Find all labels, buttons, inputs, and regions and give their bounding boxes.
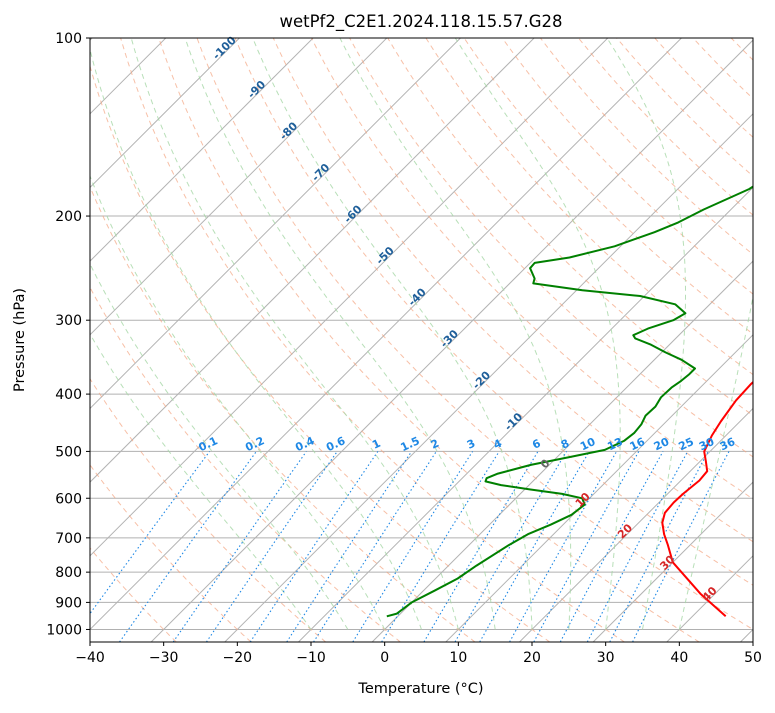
chart-title: wetPf2_C2E1.2024.118.15.57.G28	[279, 12, 562, 32]
moist-adiabat-line	[454, 38, 621, 630]
isotherm-line	[150, 39, 753, 642]
temperature-line	[661, 380, 753, 618]
series-group	[386, 185, 753, 618]
y-tick-label: 200	[55, 209, 82, 225]
x-tick-label: −30	[149, 650, 179, 666]
y-tick-label: 1000	[46, 622, 82, 638]
x-tick-label: 30	[597, 650, 615, 666]
mixing-ratio-label: 13	[605, 435, 624, 453]
mixing-ratio-line	[533, 451, 640, 642]
isotherm-line	[298, 186, 753, 642]
x-tick-label: −20	[223, 650, 253, 666]
moist-adiabat-line	[184, 38, 496, 630]
moist-adiabat-line	[90, 174, 386, 630]
isotherm-line	[371, 260, 753, 642]
y-tick-label: 400	[55, 387, 82, 403]
moist-adiabat-line	[252, 38, 533, 630]
x-tick-label: 50	[744, 650, 762, 666]
dry-adiabat-line	[272, 38, 753, 543]
dry-adiabat-line	[501, 38, 753, 295]
plot-frame	[89, 37, 754, 643]
isotherm-line	[90, 38, 535, 483]
y-tick-label: 100	[55, 31, 82, 47]
mixing-ratio-line	[172, 451, 307, 642]
dewpoint-line	[386, 185, 753, 618]
y-tick-label: 300	[55, 313, 82, 329]
moist-adiabat-line	[90, 47, 422, 630]
isotherm-line	[519, 407, 753, 642]
dry-adiabat-line	[90, 377, 327, 642]
mixing-ratio-line	[559, 451, 664, 642]
mixing-ratio-label: 10	[578, 435, 598, 453]
isotherm-line	[90, 38, 462, 410]
mixing-ratio-line	[119, 451, 257, 642]
isotherm-line	[592, 481, 753, 642]
y-tick-label: 800	[55, 565, 82, 581]
y-axis-title: Pressure (hPa)	[12, 288, 28, 392]
isotherm-line	[90, 38, 241, 189]
x-tick-label: 40	[670, 650, 688, 666]
mixing-ratio-label: 36	[718, 435, 738, 453]
dry-adiabat-line	[90, 286, 401, 642]
x-axis-ticks: −40 −30 −20 −10 0 10 20 30 40 50	[75, 642, 762, 666]
mixing-ratio-line	[286, 451, 413, 642]
moist-adiabat-line	[90, 262, 349, 630]
dry-adiabat-line	[90, 185, 476, 642]
mixing-ratio-label: 25	[677, 435, 696, 453]
mixing-ratio-line	[381, 451, 500, 642]
mixing-ratio-label: 20	[652, 435, 672, 453]
mixing-ratio-line	[90, 451, 211, 615]
x-tick-label: 0	[380, 650, 389, 666]
dry-adiabat-line	[425, 38, 753, 376]
x-tick-label: 20	[523, 650, 541, 666]
dry-adiabat-line	[310, 38, 753, 500]
isotherm-line	[90, 38, 683, 631]
x-axis-title: Temperature (°C)	[357, 681, 483, 697]
isotherm-line	[90, 38, 609, 557]
moist-adiabat-line	[678, 293, 753, 630]
x-tick-label: −10	[296, 650, 326, 666]
x-tick-label: −40	[75, 650, 105, 666]
mixing-ratio-line	[205, 451, 338, 642]
mixing-ratio-line	[509, 451, 618, 642]
mixing-ratio-line	[313, 451, 437, 642]
isotherm-line	[90, 38, 388, 336]
y-tick-label: 500	[55, 444, 82, 460]
mixing-ratio-label: 30	[697, 435, 717, 453]
y-tick-label: 700	[55, 531, 82, 547]
dry-adiabat-line	[90, 64, 551, 642]
isoline-labels: 0.1 0.2 0.4 0.6 1 1.5 2 3 4 6 8 10 13 16 20 25 30 36-100-…	[197, 33, 738, 604]
mixing-ratio-line	[249, 451, 379, 642]
y-tick-label: 900	[55, 595, 82, 611]
background-lines	[90, 38, 753, 642]
y-tick-label: 600	[55, 491, 82, 507]
mixing-ratio-line	[632, 451, 730, 642]
isotherm-line	[224, 113, 753, 642]
isotherm-line	[90, 38, 314, 262]
mixing-ratio-label: 16	[628, 435, 648, 453]
moist-adiabat-line	[339, 38, 572, 630]
dry-adiabat-line	[120, 38, 625, 642]
moist-adiabat-line	[606, 38, 686, 630]
x-tick-label: 10	[449, 650, 467, 666]
y-axis-ticks: 100 200 300 400 500 600 700 800 900 1000	[46, 31, 90, 638]
